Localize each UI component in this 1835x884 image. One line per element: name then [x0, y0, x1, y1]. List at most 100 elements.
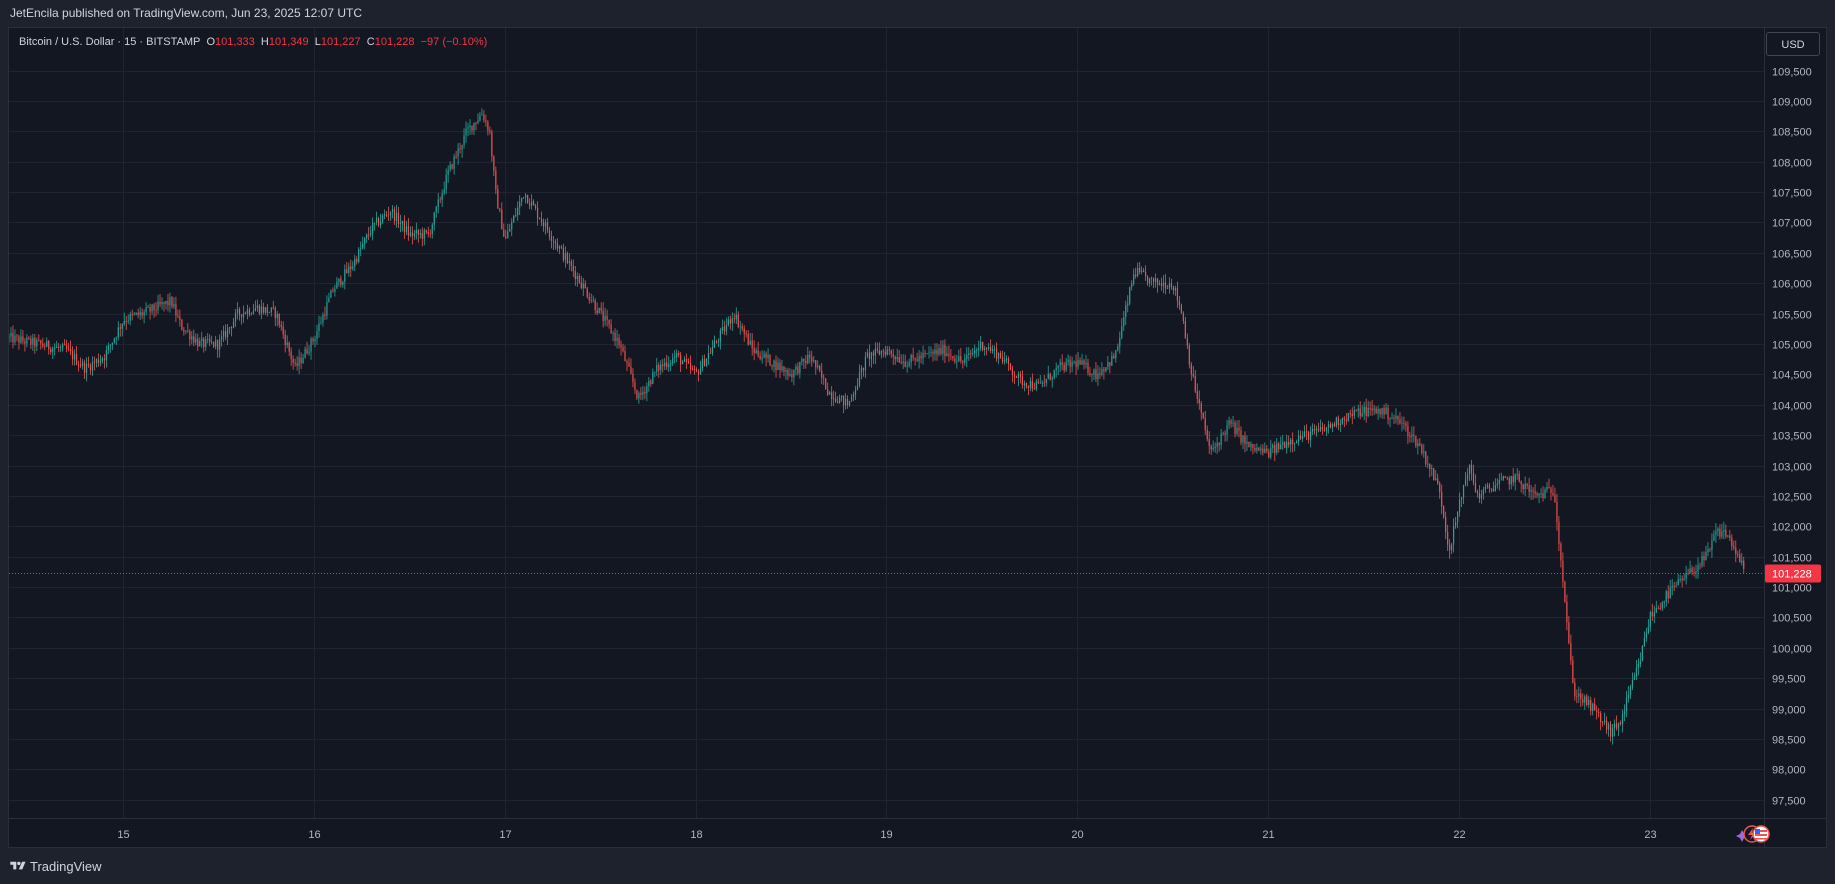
tradingview-logo[interactable]: TradingView	[10, 859, 102, 874]
y-tick-label: 102,500	[1772, 492, 1812, 504]
candle	[825, 377, 827, 390]
price-axis[interactable]: 97,500 98,000 98,500 99,000 99,500 100,000 100…	[1772, 67, 1812, 808]
candle	[938, 344, 940, 357]
candle	[1417, 438, 1419, 455]
candle	[1033, 382, 1035, 390]
candle	[85, 357, 88, 382]
candle	[1478, 485, 1481, 503]
candle	[986, 346, 988, 356]
candle	[203, 336, 205, 353]
candle	[185, 330, 187, 335]
candle	[1182, 311, 1184, 325]
candle	[252, 303, 255, 315]
candle	[1474, 474, 1477, 493]
candle	[217, 339, 219, 358]
sparkle-icon[interactable]	[1736, 830, 1748, 842]
candle	[413, 229, 415, 240]
candle	[527, 194, 529, 204]
candle	[123, 312, 125, 326]
candle	[10, 327, 12, 342]
candle	[1268, 448, 1270, 459]
candle	[75, 346, 78, 366]
candle	[1234, 420, 1236, 438]
candle	[1282, 434, 1284, 450]
candle	[930, 346, 932, 357]
y-tick-label: 98,500	[1772, 735, 1806, 747]
candle	[475, 121, 477, 131]
y-tick-label: 100,000	[1772, 644, 1812, 656]
candle	[320, 316, 322, 325]
candle	[840, 395, 843, 402]
y-tick-label: 106,000	[1772, 279, 1812, 291]
candle	[230, 325, 233, 337]
candle	[1377, 405, 1379, 420]
low-label: L	[314, 36, 321, 48]
event-icons[interactable]	[1734, 824, 1770, 844]
candle	[1427, 455, 1429, 469]
candle	[1546, 482, 1548, 493]
candle	[791, 369, 793, 383]
grid-layer	[9, 28, 1764, 818]
candle	[1258, 446, 1260, 452]
candle	[1721, 523, 1723, 539]
candle	[1723, 521, 1725, 540]
candle	[715, 339, 718, 344]
candle	[121, 323, 123, 337]
candle	[395, 204, 398, 228]
candle	[1105, 367, 1107, 373]
candle	[14, 329, 16, 346]
candle	[1111, 351, 1113, 366]
candle	[145, 302, 147, 316]
candle	[264, 307, 266, 315]
symbol-legend: Bitcoin / U.S. Dollar · 15 · BITSTAMP O1…	[19, 36, 487, 48]
candle	[113, 337, 115, 344]
candle	[1053, 369, 1055, 380]
candle	[668, 356, 670, 372]
candle	[916, 352, 918, 362]
candle	[850, 394, 853, 403]
candle	[219, 334, 221, 358]
candle	[1516, 468, 1518, 480]
candle	[1005, 355, 1008, 364]
candle	[872, 350, 874, 365]
candle	[1635, 659, 1638, 681]
candle	[1373, 404, 1375, 416]
candle	[1385, 403, 1387, 415]
candle	[723, 320, 725, 335]
candle	[1351, 407, 1353, 425]
chart-frame[interactable]: 97,500 98,000 98,500 99,000 99,500 100,000 100…	[8, 27, 1827, 848]
candle	[445, 168, 447, 195]
candle	[678, 350, 680, 358]
candle	[372, 217, 374, 241]
candle	[147, 304, 149, 308]
candle	[1486, 482, 1488, 489]
candle	[630, 358, 632, 375]
candle	[352, 261, 354, 271]
candle	[52, 346, 54, 360]
candle	[1013, 371, 1016, 385]
candle	[1520, 480, 1522, 493]
candle	[787, 367, 789, 381]
candle	[1669, 580, 1671, 599]
candle	[1363, 401, 1365, 421]
candle	[940, 340, 942, 356]
currency-button[interactable]: USD	[1766, 32, 1820, 56]
us-flag-icon[interactable]	[1752, 825, 1770, 843]
candle	[999, 350, 1002, 360]
candle	[727, 316, 729, 327]
symbol-title[interactable]: Bitcoin / U.S. Dollar · 15 · BITSTAMP	[19, 36, 201, 48]
candle	[73, 349, 76, 366]
candle	[322, 312, 324, 327]
candle	[197, 333, 199, 351]
candle	[1685, 565, 1687, 585]
candle	[521, 197, 523, 207]
candle	[1278, 441, 1280, 453]
candlestick-chart[interactable]: 97,500 98,000 98,500 99,000 99,500 100,000 100…	[9, 28, 1826, 847]
candle	[1729, 529, 1731, 542]
candle	[1119, 331, 1121, 354]
candle	[525, 193, 527, 204]
candle	[427, 226, 429, 238]
candle	[689, 355, 692, 374]
time-axis[interactable]: 15 16 17 18 19 20 21 22 23	[117, 829, 1656, 841]
y-tick-label: 108,000	[1772, 158, 1812, 170]
